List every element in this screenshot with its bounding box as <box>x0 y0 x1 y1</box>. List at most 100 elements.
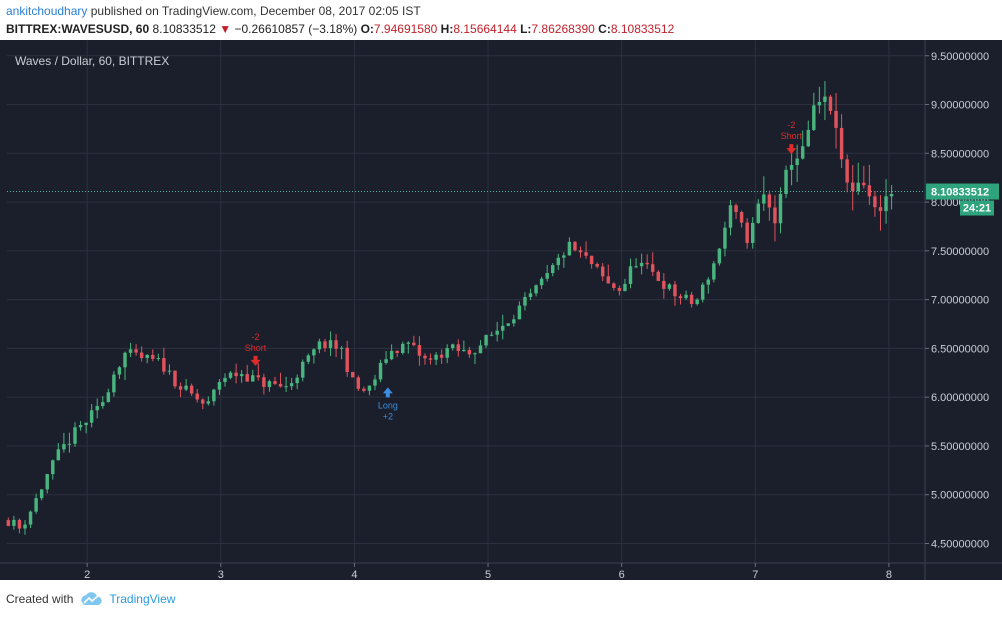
candle-body <box>551 265 555 274</box>
time-axis[interactable]: 2 3 4 5 6 7 8 <box>84 563 892 580</box>
candle-body <box>612 283 616 288</box>
candle-body <box>156 358 161 360</box>
x-tick-label: 8 <box>886 569 892 580</box>
candle-body <box>334 340 338 349</box>
candle-body <box>78 425 83 428</box>
candle-body <box>73 427 77 444</box>
price-axis[interactable]: 4.50000000 5.00000000 5.50000000 6.00000000… <box>925 51 999 551</box>
candle-body <box>195 393 199 400</box>
candle-body <box>651 264 655 272</box>
candle-body <box>112 374 116 393</box>
candle-body <box>512 319 516 324</box>
y-tick-label: 9.50000000 <box>931 51 989 63</box>
candle-body <box>534 285 538 294</box>
candle-body <box>817 101 822 106</box>
candle-body <box>806 129 810 147</box>
created-with-text: Created with <box>6 592 74 606</box>
candle-body <box>62 444 66 450</box>
candle-body <box>578 250 583 253</box>
candle-body <box>706 279 710 285</box>
candle-body <box>451 344 455 349</box>
low-value: 7.86268390 <box>531 22 595 36</box>
candle-body <box>595 264 599 267</box>
candle-body <box>889 194 894 197</box>
candle-body <box>378 362 383 380</box>
y-tick-label: 5.00000000 <box>931 490 989 502</box>
y-tick-label: 8.50000000 <box>931 148 989 160</box>
current-price-label: 8.10833512 <box>931 187 989 199</box>
candle-body <box>101 402 105 407</box>
candle-body <box>867 185 872 197</box>
ohlc-bar: BITTREX:WAVESUSD, 60 8.10833512 ▼ −0.266… <box>6 21 674 38</box>
candle-body <box>484 335 488 346</box>
candle-body <box>239 374 244 377</box>
candle-body <box>828 96 833 111</box>
high-value: 8.15664144 <box>453 22 517 36</box>
candle-body <box>462 349 466 352</box>
candle-body <box>739 212 744 223</box>
candle-body <box>856 182 860 192</box>
x-tick-label: 4 <box>351 569 357 580</box>
candle-body <box>795 158 799 165</box>
candle-body <box>23 524 27 529</box>
tradingview-link[interactable]: TradingView <box>79 592 175 606</box>
candle-body <box>228 372 233 378</box>
candle-body <box>45 474 49 490</box>
candle-body <box>634 266 638 268</box>
signal-value: -2 <box>252 332 260 342</box>
candle-body <box>251 375 255 382</box>
candle-body <box>523 297 527 306</box>
candle-body <box>467 349 472 355</box>
y-tick-label: 6.50000000 <box>931 343 989 355</box>
candle-body <box>312 349 316 356</box>
candle-body <box>478 345 483 354</box>
y-tick-label: 6.00000000 <box>931 392 989 404</box>
candle-body <box>106 392 111 403</box>
candle-body <box>789 164 794 170</box>
candle-body <box>573 241 577 251</box>
open-value: 7.94691580 <box>373 22 438 36</box>
candle-body <box>623 283 627 291</box>
candle-body <box>67 443 72 445</box>
candle-body <box>717 248 722 264</box>
chart-title: Waves / Dollar, 60, BITTREX <box>15 54 169 68</box>
candle-body <box>762 194 766 204</box>
candle-body <box>423 355 427 359</box>
candle-body <box>128 349 133 353</box>
candle-body <box>756 203 760 223</box>
candle-body <box>667 284 672 289</box>
candle-body <box>273 381 277 384</box>
candle-body <box>367 385 372 391</box>
candle-body <box>317 341 322 350</box>
candle-body <box>428 358 433 360</box>
candle-body <box>301 361 305 378</box>
candle-body <box>773 207 777 224</box>
candle-body <box>328 340 333 349</box>
candle-body <box>151 354 155 359</box>
countdown-label: 24:21 <box>963 203 991 215</box>
candle-body <box>12 519 16 526</box>
candle-body <box>767 194 772 208</box>
last-price: 8.10833512 <box>152 22 216 36</box>
candle-body <box>278 383 283 387</box>
candle-body <box>34 498 38 512</box>
candle-body <box>256 375 261 378</box>
candle-body <box>28 511 33 525</box>
candle-body <box>356 377 361 389</box>
candle-body <box>862 182 866 186</box>
candle-body <box>750 222 755 243</box>
candle-body <box>689 294 694 305</box>
candle-body <box>800 146 805 159</box>
candle-body <box>217 381 222 390</box>
candle-body <box>284 386 288 388</box>
candle-body <box>145 354 149 359</box>
x-tick-label: 7 <box>752 569 758 580</box>
chart-background <box>0 40 1002 580</box>
candle-body <box>845 159 849 183</box>
publisher-username[interactable]: ankitchoudhary <box>6 4 88 18</box>
down-triangle-icon: ▼ <box>219 22 232 36</box>
candle-body <box>223 377 227 382</box>
signal-label: Long <box>378 400 398 410</box>
candle-body <box>517 305 522 320</box>
